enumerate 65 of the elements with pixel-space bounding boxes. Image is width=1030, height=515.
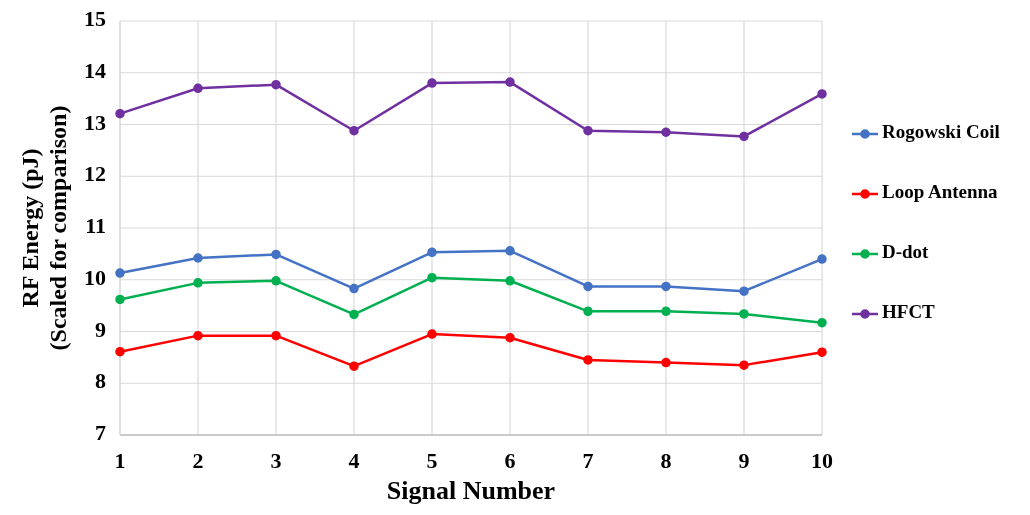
point [661, 281, 671, 292]
point [739, 309, 749, 319]
point [193, 278, 203, 288]
point [739, 286, 749, 296]
point [115, 108, 125, 119]
legend-label: D-dot [882, 241, 930, 263]
point [427, 329, 437, 339]
x-tick-label: 3 [270, 448, 282, 474]
x-tick-label: 10 [811, 448, 833, 474]
point [427, 78, 437, 88]
point [505, 276, 515, 286]
x-tick-label: 4 [348, 448, 360, 474]
y-tick-label: 15 [84, 6, 106, 32]
point [583, 306, 593, 317]
point [271, 249, 281, 260]
point [271, 79, 281, 90]
point [349, 283, 359, 294]
point [193, 253, 203, 263]
point [739, 131, 749, 142]
point [817, 347, 827, 357]
x-tick-label: 5 [426, 448, 438, 474]
point [661, 306, 671, 317]
y-tick-label: 7 [95, 420, 106, 446]
point [427, 272, 437, 283]
x-tick-label: 8 [660, 448, 672, 474]
x-tick-label: 2 [192, 448, 204, 474]
point [115, 268, 125, 278]
point [115, 294, 125, 305]
point [271, 276, 281, 286]
point [115, 346, 125, 357]
point [349, 361, 359, 371]
point [271, 330, 281, 341]
point [349, 309, 359, 320]
y-axis-title: RF Energy (pJ) (Scaled for comparison) [17, 105, 71, 351]
x-tick-label: 7 [582, 448, 594, 474]
y-tick-label: 12 [84, 161, 106, 187]
y-tick-label: 13 [84, 109, 106, 135]
point [583, 355, 593, 365]
legend-label: HFCT [882, 301, 936, 323]
point [193, 83, 203, 94]
point [583, 125, 593, 136]
point [817, 254, 827, 264]
point [817, 89, 827, 99]
x-tick-label: 1 [114, 448, 126, 474]
point [427, 247, 437, 258]
legend-label: Rogowski Coil [882, 121, 1000, 143]
point [505, 246, 515, 256]
point [661, 127, 671, 138]
y-tick-label: 9 [95, 316, 106, 342]
x-axis-title: Signal Number [386, 476, 556, 505]
y-tick-label: 8 [95, 368, 106, 394]
y-tick-label: 10 [84, 264, 106, 290]
y-tick-label: 14 [84, 57, 106, 83]
x-tick-label: 6 [504, 448, 516, 474]
y-tick-label: 11 [85, 213, 106, 239]
point [739, 360, 749, 370]
point [817, 317, 827, 328]
point [661, 357, 671, 368]
point [193, 330, 203, 341]
point [505, 332, 515, 343]
point [583, 281, 593, 292]
point [505, 77, 515, 87]
x-tick-label: 9 [738, 448, 750, 474]
point [349, 125, 359, 136]
legend-label: Loop Antenna [882, 181, 999, 203]
